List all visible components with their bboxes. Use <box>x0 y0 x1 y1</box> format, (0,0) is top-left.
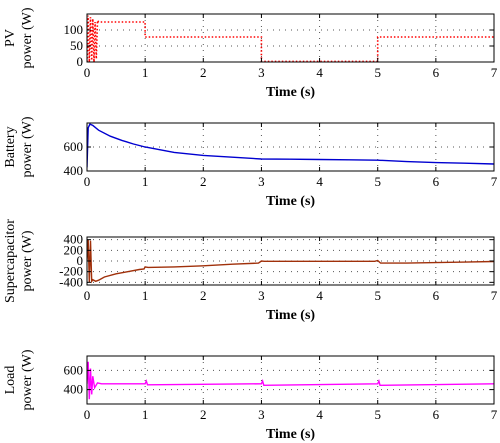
y-axis-label: PV <box>3 29 18 47</box>
y-axis-label: power (W) <box>20 7 35 68</box>
x-tick-label: 3 <box>258 65 265 80</box>
x-tick-label: 0 <box>84 288 91 303</box>
x-tick-label: 6 <box>433 288 440 303</box>
y-tick-label: 400 <box>64 382 84 397</box>
x-tick-label: 2 <box>200 407 207 422</box>
x-tick-label: 5 <box>374 65 381 80</box>
y-axis-label: Supercapacitor <box>3 219 18 303</box>
x-tick-label: 4 <box>316 174 323 189</box>
y-axis-label: power (W) <box>20 116 35 177</box>
y-axis-label: Battery <box>3 126 18 167</box>
x-tick-label: 0 <box>84 407 91 422</box>
x-tick-label: 7 <box>491 174 498 189</box>
x-axis-label: Time (s) <box>266 308 315 323</box>
x-tick-label: 6 <box>433 174 440 189</box>
series-line-3 <box>87 239 494 284</box>
x-tick-label: 0 <box>84 174 91 189</box>
x-tick-label: 6 <box>433 407 440 422</box>
x-tick-label: 3 <box>258 174 265 189</box>
y-tick-label: 200 <box>64 242 84 257</box>
x-tick-label: 7 <box>491 288 498 303</box>
x-tick-label: 3 <box>258 407 265 422</box>
plot-frame <box>86 13 495 63</box>
x-tick-label: 6 <box>433 65 440 80</box>
y-axis-label: power (W) <box>20 230 35 291</box>
y-tick-label: 400 <box>64 163 84 178</box>
x-tick-label: 4 <box>316 65 323 80</box>
series-line-4 <box>87 361 494 400</box>
y-tick-label: 100 <box>64 22 84 37</box>
x-tick-label: 4 <box>316 288 323 303</box>
y-tick-label: 600 <box>64 362 84 377</box>
y-tick-label: 400 <box>64 232 84 247</box>
y-axis-label: power (W) <box>20 349 35 410</box>
x-tick-label: 3 <box>258 288 265 303</box>
y-axis-label: Load <box>3 366 18 395</box>
series-line-1 <box>87 15 494 62</box>
series-line-2 <box>87 123 494 168</box>
x-axis-label: Time (s) <box>266 427 315 442</box>
x-tick-label: 7 <box>491 65 498 80</box>
x-tick-label: 2 <box>200 288 207 303</box>
y-tick-label: -400 <box>59 274 83 289</box>
y-tick-label: -200 <box>59 264 83 279</box>
plot-frame <box>86 355 495 405</box>
x-tick-label: 1 <box>142 288 149 303</box>
x-tick-label: 0 <box>84 65 91 80</box>
chart-2: 0 1 2 3 4 5 6 7 400 600 Time (s) Battery power (W) <box>3 116 498 209</box>
x-tick-label: 2 <box>200 174 207 189</box>
y-tick-label: 0 <box>77 54 84 69</box>
y-tick-label: 50 <box>70 38 83 53</box>
x-tick-label: 7 <box>491 407 498 422</box>
x-tick-label: 1 <box>142 174 149 189</box>
x-axis-label: Time (s) <box>266 85 315 100</box>
x-tick-label: 2 <box>200 65 207 80</box>
x-tick-label: 5 <box>374 174 381 189</box>
x-tick-label: 1 <box>142 407 149 422</box>
chart-4: 0 1 2 3 4 5 6 7 400 600 Time (s) Load power (W) <box>3 349 498 442</box>
x-tick-label: 1 <box>142 65 149 80</box>
x-tick-label: 4 <box>316 407 323 422</box>
x-tick-label: 5 <box>374 407 381 422</box>
x-tick-label: 5 <box>374 288 381 303</box>
y-tick-label: 0 <box>77 253 84 268</box>
y-tick-label: 600 <box>64 139 84 154</box>
x-axis-label: Time (s) <box>266 194 315 209</box>
